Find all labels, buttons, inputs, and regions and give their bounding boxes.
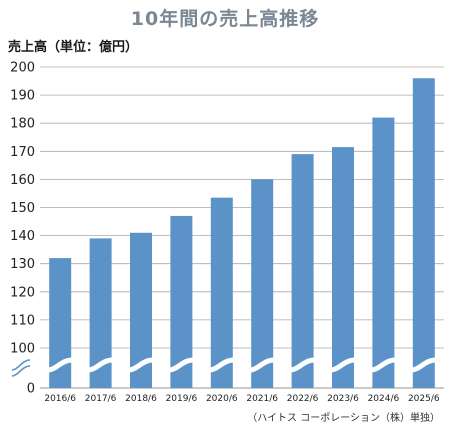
bar — [332, 147, 354, 388]
axis-break-mark — [169, 357, 194, 373]
x-tick-label: 2025/6 — [408, 394, 440, 404]
source-note: （ハイトス コーポレーション（株）単独） — [247, 413, 440, 424]
bar — [89, 238, 112, 388]
x-tick-label: 2022/6 — [287, 394, 319, 404]
y-tick-label: 180 — [10, 117, 35, 132]
y-tick-label: 130 — [10, 257, 35, 272]
x-tick-label: 2024/6 — [368, 394, 400, 404]
x-tick-label: 2017/6 — [85, 394, 117, 404]
bar — [412, 78, 435, 389]
x-tick-label: 2018/6 — [125, 394, 157, 404]
chart-title: 10年間の売上高推移 — [130, 8, 320, 30]
axis-break-mark — [371, 357, 396, 373]
x-tick-label: 2021/6 — [246, 394, 278, 404]
axis-break-mark — [330, 357, 356, 373]
y-tick-label: 100 — [10, 342, 35, 357]
x-tick-label: 2016/6 — [44, 394, 76, 404]
bar — [130, 232, 152, 388]
axis-break-mark — [11, 365, 31, 377]
y-axis-label: 売上高（単位：億円） — [8, 40, 139, 55]
axis-break-mark — [209, 357, 235, 373]
axis-break-mark — [128, 357, 154, 373]
y-tick-label: 200 — [10, 61, 35, 76]
bar — [49, 258, 72, 388]
axis-break-mark — [290, 357, 315, 373]
y-tick-label: 120 — [10, 285, 35, 300]
y-tick-label: 170 — [10, 145, 35, 160]
y-tick-label: 140 — [10, 229, 35, 244]
y-tick-label: 110 — [10, 313, 35, 328]
x-tick-label: 2023/6 — [327, 394, 359, 404]
x-tick-label: 2019/6 — [166, 394, 198, 404]
bar — [291, 154, 314, 388]
y-tick-label: 0 — [27, 382, 35, 397]
y-tick-label: 160 — [10, 173, 35, 188]
bar — [170, 215, 193, 388]
bar — [251, 179, 274, 388]
bar — [372, 117, 395, 388]
x-tick-label: 2020/6 — [206, 394, 238, 404]
y-tick-label: 150 — [10, 201, 35, 216]
axis-break-mark — [88, 357, 113, 373]
y-tick-label: 190 — [10, 89, 35, 104]
axis-break-mark — [47, 357, 73, 373]
axis-break-mark — [411, 357, 437, 373]
axis-break-mark — [11, 359, 31, 371]
axis-break-mark — [249, 357, 275, 373]
bar — [210, 197, 233, 388]
